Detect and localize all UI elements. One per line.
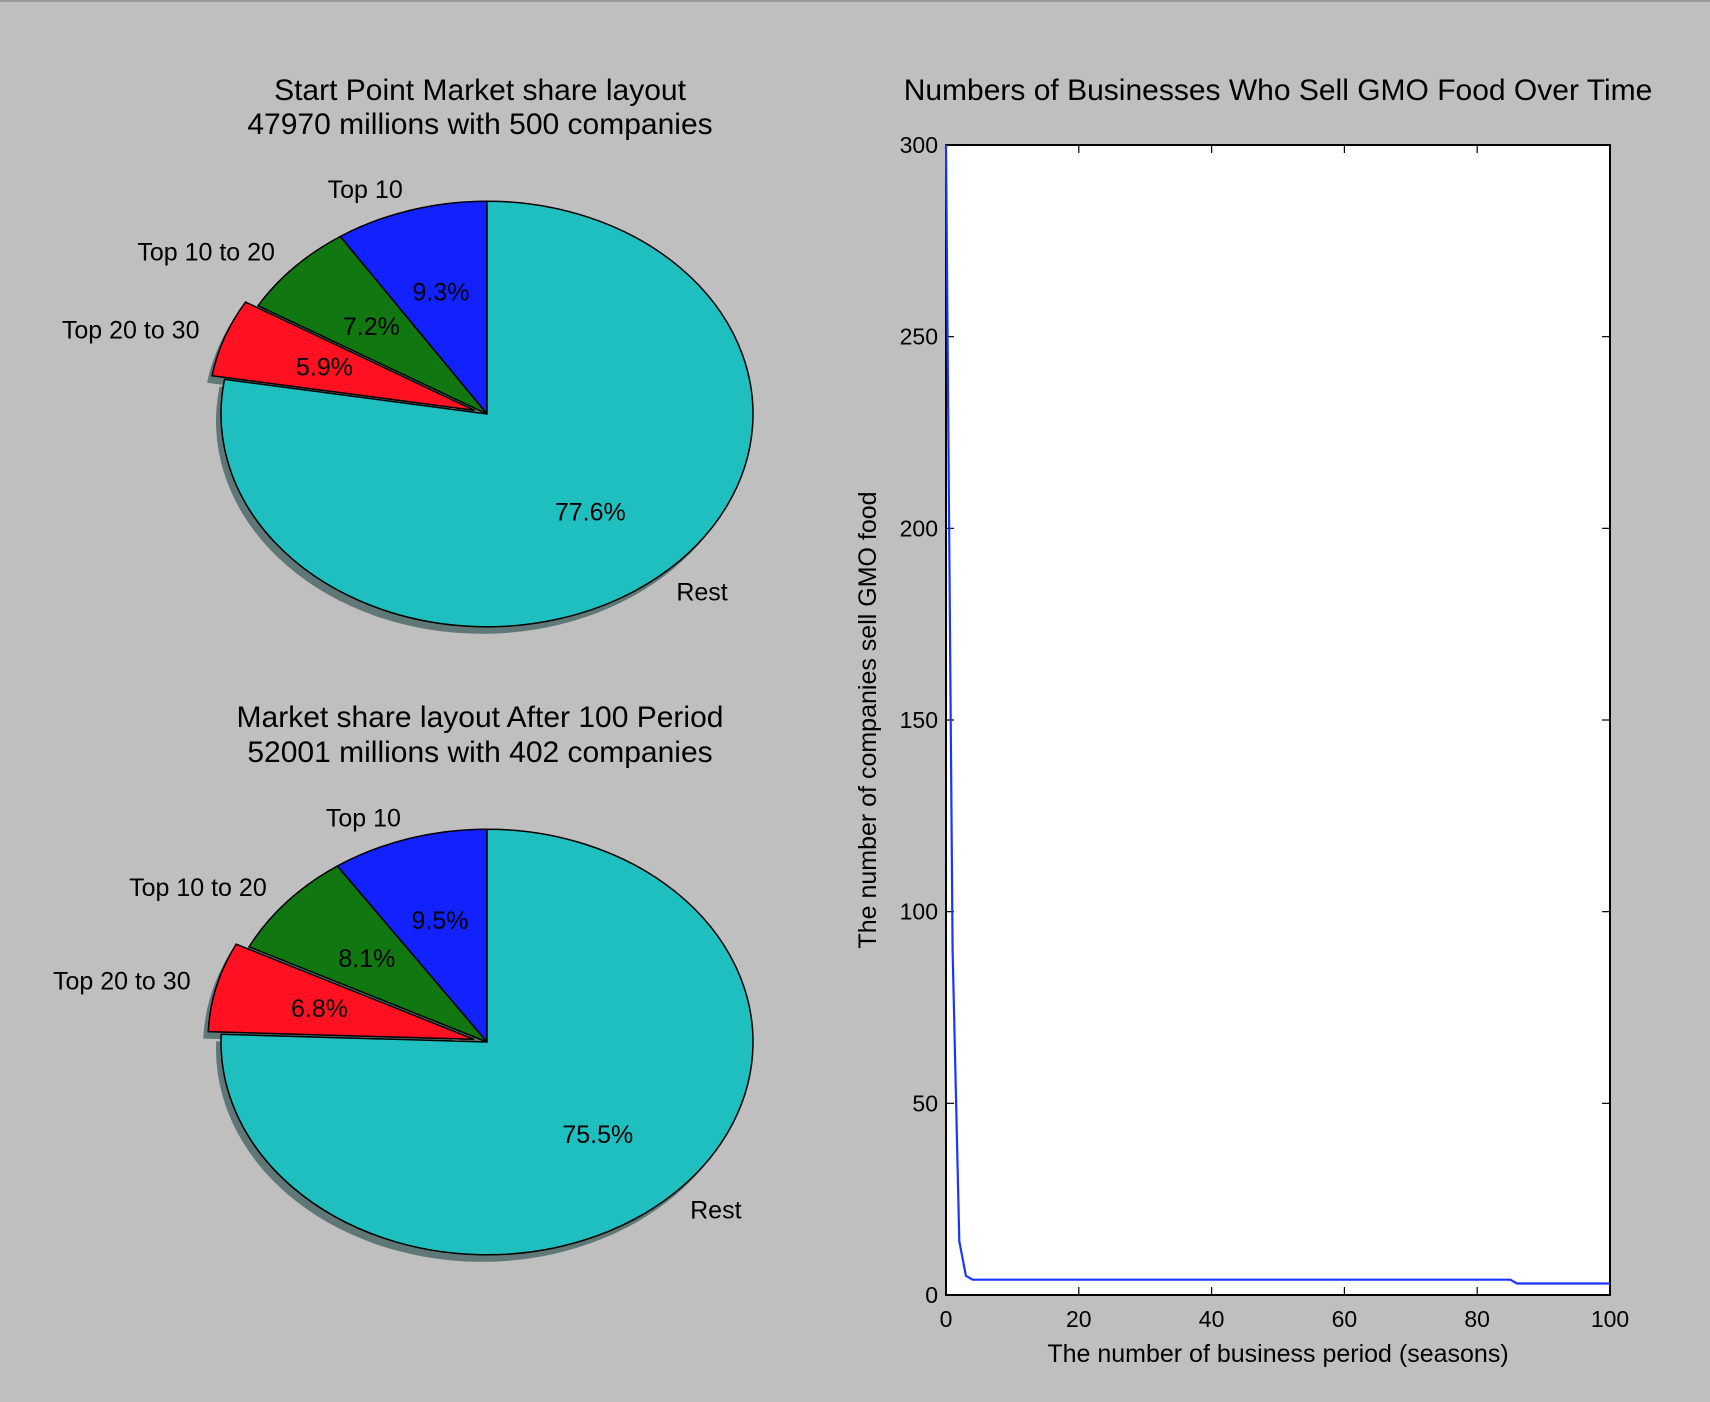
pie-slice-top-20-to-30 <box>207 943 475 1041</box>
pie-after-slices: Top 10 9.5% Top 10 to 20 8.1% Top 20 to 30 6.… <box>53 804 754 1262</box>
pie-slice-top-10-to-20 <box>247 865 488 1043</box>
y-tick-label: 0 <box>925 1282 938 1308</box>
pie-percent-label: 8.1% <box>338 945 395 973</box>
y-tick-label: 250 <box>900 324 938 350</box>
x-tick-label: 40 <box>1199 1306 1225 1332</box>
x-axis-label: The number of business period (seasons) <box>1047 1340 1508 1368</box>
y-tick-label: 300 <box>900 132 938 158</box>
pie-after-title-line1: Market share layout After 100 Period <box>237 701 724 734</box>
pie-slice-top-10 <box>336 828 488 1045</box>
pie-category-label: Top 10 to 20 <box>137 239 275 267</box>
plot-area <box>945 144 1611 1296</box>
pie-category-label: Rest <box>676 578 727 606</box>
x-tick-label: 20 <box>1066 1306 1092 1332</box>
pie-slice-top-10-to-20 <box>256 235 488 415</box>
pie-chart-start: Start Point Market share layout 47970 mi… <box>62 74 754 634</box>
pie-percent-label: 9.5% <box>412 907 469 935</box>
y-tick-label: 150 <box>900 707 938 733</box>
pie-category-label: Rest <box>690 1196 741 1224</box>
line-series <box>944 144 1610 1285</box>
pie-percent-label: 5.9% <box>296 354 353 382</box>
pie-chart-after: Market share layout After 100 Period 520… <box>53 701 754 1262</box>
pie-slice-top-10 <box>339 200 488 417</box>
x-tick-label: 80 <box>1464 1306 1490 1332</box>
x-tick-label: 60 <box>1332 1306 1358 1332</box>
pie-slice-rest <box>220 200 754 628</box>
y-tick-label: 200 <box>900 515 938 541</box>
pie-start-slices: Top 10 9.3% Top 10 to 20 7.2% Top 20 to 30 5.… <box>62 176 754 634</box>
line-chart-title: Numbers of Businesses Who Sell GMO Food … <box>904 74 1653 107</box>
pie-category-label: Top 20 to 30 <box>53 967 191 995</box>
y-tick-label: 50 <box>912 1090 938 1116</box>
line-chart: Numbers of Businesses Who Sell GMO Food … <box>854 74 1652 1368</box>
pie-slice-rest <box>220 828 754 1256</box>
axis-ticks: 0 20 40 60 80 100 0 50 100 150 200 250 300 <box>900 132 1630 1332</box>
pie-category-label: Top 10 to 20 <box>129 874 267 902</box>
pie-percent-label: 9.3% <box>413 279 470 307</box>
x-tick-label: 100 <box>1591 1306 1629 1332</box>
pie-category-label: Top 10 <box>326 804 401 832</box>
pie-slice-top-20-to-30 <box>211 301 475 412</box>
pie-percent-label: 75.5% <box>562 1121 633 1149</box>
pie-percent-label: 7.2% <box>343 313 400 341</box>
pie-category-label: Top 10 <box>328 176 403 204</box>
pie-after-title-line2: 52001 millions with 402 companies <box>247 736 712 769</box>
pie-percent-label: 6.8% <box>291 995 348 1023</box>
y-tick-label: 100 <box>900 899 938 925</box>
pie-category-label: Top 20 to 30 <box>62 316 200 344</box>
pie-start-title-line2: 47970 millions with 500 companies <box>247 108 712 141</box>
x-tick-label: 0 <box>940 1306 953 1332</box>
pie-start-title-line1: Start Point Market share layout <box>274 74 687 107</box>
y-axis-label: The number of companies sell GMO food <box>854 491 882 948</box>
pie-percent-label: 77.6% <box>555 498 626 526</box>
